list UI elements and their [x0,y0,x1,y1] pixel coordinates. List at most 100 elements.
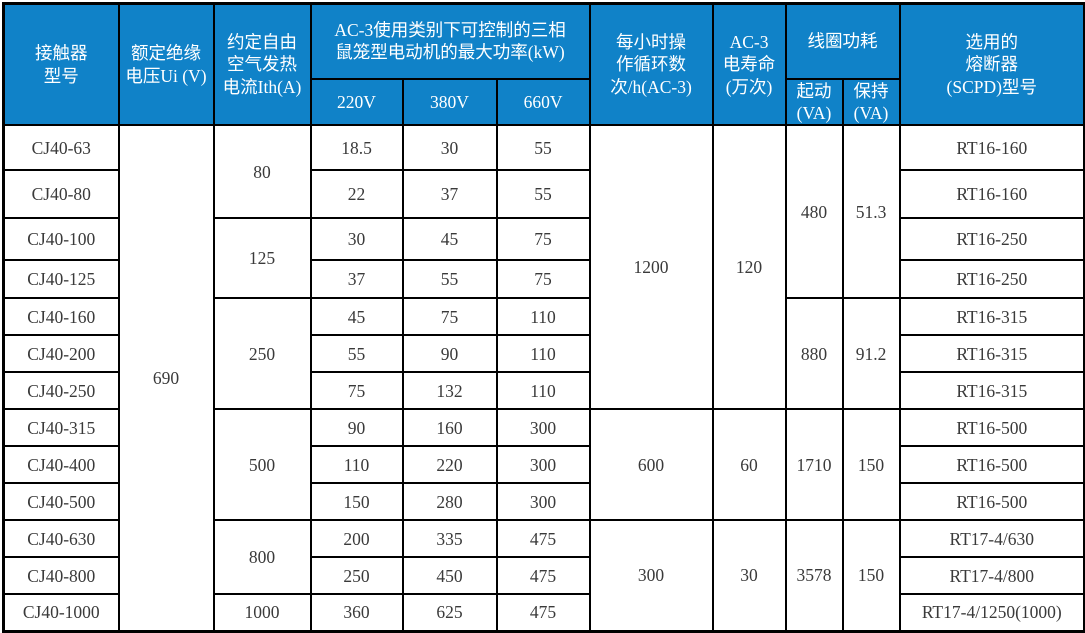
body-cell: 37 [309,259,404,300]
body-cell: 30 [401,124,498,172]
header-cell: 选用的 熔断器 (SCPD)型号 [898,2,1085,127]
body-cell: CJ40-250 [2,371,120,411]
body-cell: RT16-250 [898,217,1085,262]
body-cell: 250 [309,556,404,596]
table-row: CJ40-400 110 220 300 RT16-500 [2,445,1085,485]
body-cell: 55 [495,124,591,172]
body-cell: CJ40-630 [2,519,120,559]
header-cell: AC-3使用类别下可控制的三相 鼠笼型电动机的最大功率(kW) [309,2,591,80]
body-cell: 475 [495,593,591,633]
table-row: CJ40-160 250 45 75 110 880 91.2 RT16-315 [2,297,1085,411]
body-cell: 120 [711,124,787,411]
table-row: CJ40-125 37 55 75 RT16-250 [2,259,1085,300]
header-cell: 660V [495,77,591,127]
body-cell: 55 [495,169,591,220]
body-cell: RT17-4/800 [898,556,1085,596]
body-cell: 75 [495,259,591,300]
table-row: CJ40-500 150 280 300 RT16-500 [2,482,1085,522]
table-row: CJ40-200 55 90 110 RT16-315 [2,334,1085,374]
body-cell: 75 [401,297,498,337]
body-cell: 280 [401,482,498,522]
body-cell: 800 [212,519,312,596]
body-cell: 475 [495,556,591,596]
table-row: CJ40-63 690 80 18.5 30 55 1200 120 480 51.3 RT16-1… [2,124,1085,633]
body-cell: 500 [212,408,312,522]
table-row: CJ40-630 800 200 335 475 300 30 3578 150 RT17-4/6… [2,519,1085,633]
body-cell: 60 [711,408,787,522]
table-row: CJ40-1000 1000 360 625 475 RT17-4/1250(1000) [2,593,1085,633]
body-cell: 110 [495,371,591,411]
body-cell: CJ40-500 [2,482,120,522]
body-cell: CJ40-80 [2,169,120,220]
body-cell: 3578 [784,519,844,633]
body-cell: 300 [495,482,591,522]
body-cell: 75 [309,371,404,411]
body-cell: 480 [784,124,844,300]
body-cell: RT16-315 [898,371,1085,411]
body-cell: CJ40-1000 [2,593,120,633]
body-cell: 45 [401,217,498,262]
header-cell: AC-3 电寿命 (万次) [711,2,787,127]
body-cell: 125 [212,217,312,300]
body-cell: RT16-160 [898,124,1085,172]
body-cell: 51.3 [841,124,901,300]
body-cell: RT16-500 [898,482,1085,522]
header-cell: 220V [309,77,404,127]
body-cell: RT16-315 [898,334,1085,374]
body-cell: 250 [212,297,312,411]
body-cell: 55 [309,334,404,374]
body-cell: 880 [784,297,844,411]
body-cell: 150 [841,408,901,522]
body-cell: 220 [401,445,498,485]
body-cell: 600 [588,408,714,522]
body-cell: 37 [401,169,498,220]
table-body: CJ40-63 690 80 18.5 30 55 1200 120 480 51.3 RT16-1… [2,124,1085,633]
body-cell: 30 [711,519,787,633]
body-cell: RT16-500 [898,408,1085,448]
body-cell: 45 [309,297,404,337]
body-cell: 75 [495,217,591,262]
header-cell: 保持 (VA) [841,77,901,127]
table-row: CJ40-315 500 90 160 300 600 60 1710 150 RT16-500 [2,408,1085,522]
header-cell: 额定绝缘 电压Ui (V) [117,2,215,127]
table-header: 接触器 型号 额定绝缘 电压Ui (V) 约定自由 空气发热 电流Ith(A) AC-… [2,2,1085,127]
body-cell: 300 [588,519,714,633]
body-cell: 110 [495,297,591,337]
body-cell: 475 [495,519,591,559]
body-cell: 90 [309,408,404,448]
body-cell: 150 [309,482,404,522]
body-cell: 1200 [588,124,714,411]
body-cell: 300 [495,445,591,485]
body-cell: RT16-315 [898,297,1085,337]
table-row: CJ40-80 22 37 55 RT16-160 [2,169,1085,220]
header-cell: 起动 (VA) [784,77,844,127]
body-cell: CJ40-125 [2,259,120,300]
body-cell: 1710 [784,408,844,522]
body-cell: 335 [401,519,498,559]
body-cell: CJ40-100 [2,217,120,262]
body-cell: 30 [309,217,404,262]
body-cell: 360 [309,593,404,633]
body-cell: 91.2 [841,297,901,411]
body-cell: 1000 [212,593,312,633]
body-cell: 160 [401,408,498,448]
body-cell: CJ40-800 [2,556,120,596]
body-cell: CJ40-63 [2,124,120,172]
body-cell: 450 [401,556,498,596]
body-cell: CJ40-160 [2,297,120,337]
body-cell: 18.5 [309,124,404,172]
body-cell: 90 [401,334,498,374]
table-row: CJ40-800 250 450 475 RT17-4/800 [2,556,1085,596]
table-row: CJ40-250 75 132 110 RT16-315 [2,371,1085,411]
body-cell: RT16-250 [898,259,1085,300]
body-cell: 110 [309,445,404,485]
body-cell: 110 [495,334,591,374]
header-cell: 每小时操 作循环数 次/h(AC-3) [588,2,714,127]
header-cell: 接触器 型号 [2,2,120,127]
header-cell: 380V [401,77,498,127]
body-cell: 80 [212,124,312,220]
body-cell: RT17-4/1250(1000) [898,593,1085,633]
body-cell: 55 [401,259,498,300]
header-cell: 约定自由 空气发热 电流Ith(A) [212,2,312,127]
